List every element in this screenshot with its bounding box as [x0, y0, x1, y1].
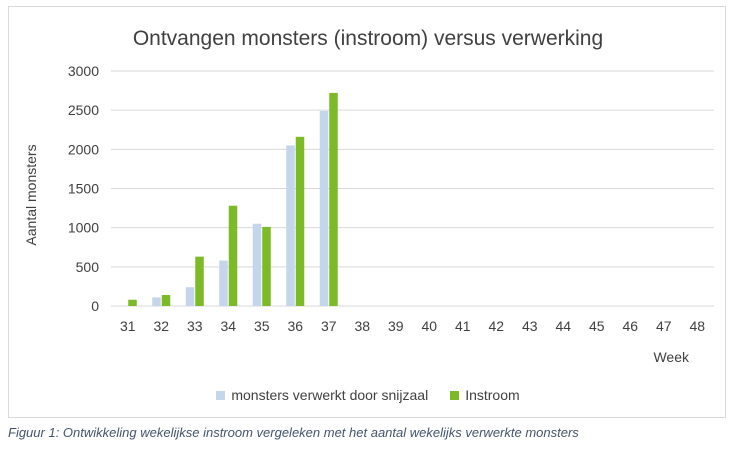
legend: monsters verwerkt door snijzaal Instroom	[9, 387, 727, 403]
x-tick-label: 41	[455, 318, 471, 334]
y-tick-label: 3000	[68, 63, 99, 79]
legend-swatch-processed	[216, 390, 226, 400]
y-tick-label: 2500	[68, 102, 99, 118]
x-tick-label: 31	[120, 318, 136, 334]
chart-container: Ontvangen monsters (instroom) versus ver…	[8, 6, 726, 418]
bar-instroom	[161, 295, 171, 306]
bar-instroom	[329, 92, 338, 306]
bar-processed	[286, 145, 295, 306]
bar-processed	[252, 223, 262, 306]
legend-item-instroom: Instroom	[450, 387, 520, 403]
bar-processed	[185, 287, 195, 306]
x-tick-label: 36	[287, 318, 303, 334]
legend-item-processed: monsters verwerkt door snijzaal	[216, 387, 428, 403]
y-tick-label: 1000	[68, 220, 99, 236]
legend-label-instroom: Instroom	[465, 387, 520, 403]
legend-swatch-instroom	[450, 390, 460, 400]
legend-label-processed: monsters verwerkt door snijzaal	[231, 387, 429, 403]
x-tick-label: 33	[187, 318, 203, 334]
x-tick-label: 34	[220, 318, 236, 334]
x-tick-label: 39	[388, 318, 404, 334]
x-tick-label: 48	[689, 318, 705, 334]
x-tick-label: 44	[555, 318, 571, 334]
bar-instroom	[195, 256, 204, 306]
x-tick-label: 38	[354, 318, 370, 334]
x-tick-label: 46	[622, 318, 638, 334]
bar-instroom	[128, 299, 137, 306]
x-tick-label: 43	[522, 318, 538, 334]
x-tick-label: 32	[153, 318, 169, 334]
y-tick-label: 2000	[68, 141, 99, 157]
y-tick-label: 0	[91, 298, 99, 314]
x-tick-label: 45	[589, 318, 605, 334]
bar-processed	[319, 110, 329, 306]
bar-instroom	[228, 205, 238, 306]
x-tick-label: 47	[656, 318, 672, 334]
x-tick-label: 37	[321, 318, 337, 334]
bar-instroom	[295, 136, 305, 306]
figure-caption: Figuur 1: Ontwikkeling wekelijkse instro…	[8, 425, 579, 440]
x-axis-title: Week	[653, 349, 689, 365]
x-tick-label: 42	[488, 318, 504, 334]
plot-area: 0 500 1000 1500 2000 2500 3000 31 32 33 34 35 36 37 38…	[68, 63, 714, 334]
x-tick-label: 35	[254, 318, 270, 334]
bar-processed	[219, 260, 228, 306]
bar-instroom	[262, 226, 271, 306]
bar-processed	[152, 297, 161, 306]
chart-title: Ontvangen monsters (instroom) versus ver…	[132, 27, 604, 50]
x-tick-label: 40	[421, 318, 437, 334]
y-tick-label: 1500	[68, 181, 99, 197]
y-tick-label: 500	[76, 259, 100, 275]
